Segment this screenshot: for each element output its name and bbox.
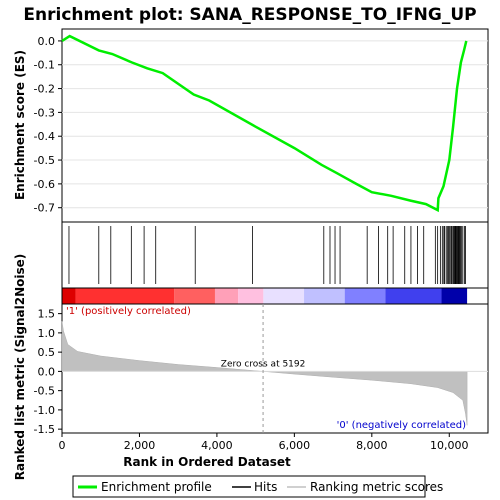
metric-y-ticks: 1.5 1.0 0.5 0.0 -0.5 -1.0 -1.5	[34, 308, 62, 436]
es-y-tick-label: -0.3	[34, 106, 55, 119]
metric-y-tick-label: 1.0	[38, 327, 56, 340]
legend-label-enrichment: Enrichment profile	[101, 480, 212, 494]
es-y-ticks: 0.0 -0.1 -0.2 -0.3 -0.4 -0.5 -0.6 -0.7	[34, 35, 62, 215]
es-panel: 0.0 -0.1 -0.2 -0.3 -0.4 -0.5 -0.6 -0.7 Enrichme…	[13, 28, 489, 223]
hits-panel	[61, 221, 489, 289]
es-y-tick-label: -0.4	[34, 130, 55, 143]
metric-panel: 1.5 1.0 0.5 0.0 -0.5 -1.0 -1.5 Zero cross at 5…	[13, 254, 489, 481]
x-axis-ticks: 0 2,000 4,000 6,000 8,000 10,000	[59, 433, 469, 452]
color-bar-segment	[238, 288, 264, 304]
metric-y-tick-label: 0.0	[38, 365, 56, 378]
es-y-tick-label: -0.5	[34, 154, 55, 167]
chart-title: Enrichment plot: SANA_RESPONSE_TO_IFNG_U…	[23, 5, 476, 25]
color-bar-segment	[75, 288, 175, 304]
x-tick-label: 2,000	[124, 439, 156, 452]
hits-panel-frame	[61, 221, 489, 289]
es-panel-frame	[61, 28, 489, 223]
es-y-tick-label: -0.7	[34, 202, 55, 215]
legend: Enrichment profile Hits Ranking metric s…	[72, 475, 443, 498]
zero-cross-label: Zero cross at 5192	[221, 359, 306, 369]
x-tick-label: 0	[59, 439, 66, 452]
x-tick-label: 10,000	[430, 439, 469, 452]
legend-label-metric: Ranking metric scores	[310, 480, 443, 494]
metric-y-tick-label: -1.0	[34, 404, 55, 417]
metric-y-tick-label: 0.5	[38, 346, 56, 359]
metric-y-tick-label: -1.5	[34, 423, 55, 436]
x-tick-label: 8,000	[356, 439, 388, 452]
metric-y-tick-label: 1.5	[38, 308, 56, 321]
color-bar-segment	[214, 288, 239, 304]
color-bar-segment	[62, 288, 76, 304]
color-bar-segment	[174, 288, 215, 304]
x-tick-label: 6,000	[279, 439, 311, 452]
color-bar-segment	[441, 288, 468, 304]
color-bar-segment	[385, 288, 442, 304]
positive-correlation-label: '1' (positively correlated)	[66, 306, 191, 317]
metric-y-tick-label: -0.5	[34, 385, 55, 398]
enrichment-profile-line	[61, 34, 468, 213]
negative-correlation-label: '0' (negatively correlated)	[337, 420, 466, 431]
es-y-axis-label: Enrichment score (ES)	[13, 50, 27, 200]
es-y-tick-label: 0.0	[38, 35, 56, 48]
es-y-tick-label: -0.2	[34, 83, 55, 96]
es-y-tick-label: -0.1	[34, 59, 55, 72]
es-y-tick-label: -0.6	[34, 178, 55, 191]
color-bar-segment	[344, 288, 386, 304]
color-bar-segment	[304, 288, 345, 304]
metric-y-axis-label: Ranked list metric (Signal2Noise)	[13, 254, 27, 481]
rank-color-bar	[61, 287, 489, 305]
legend-label-hits: Hits	[254, 480, 277, 494]
ranking-metric-area	[61, 321, 468, 426]
color-bar-segment	[263, 288, 305, 304]
x-tick-label: 4,000	[201, 439, 233, 452]
x-axis-label: Rank in Ordered Dataset	[123, 455, 291, 469]
hit-markers	[68, 226, 466, 284]
